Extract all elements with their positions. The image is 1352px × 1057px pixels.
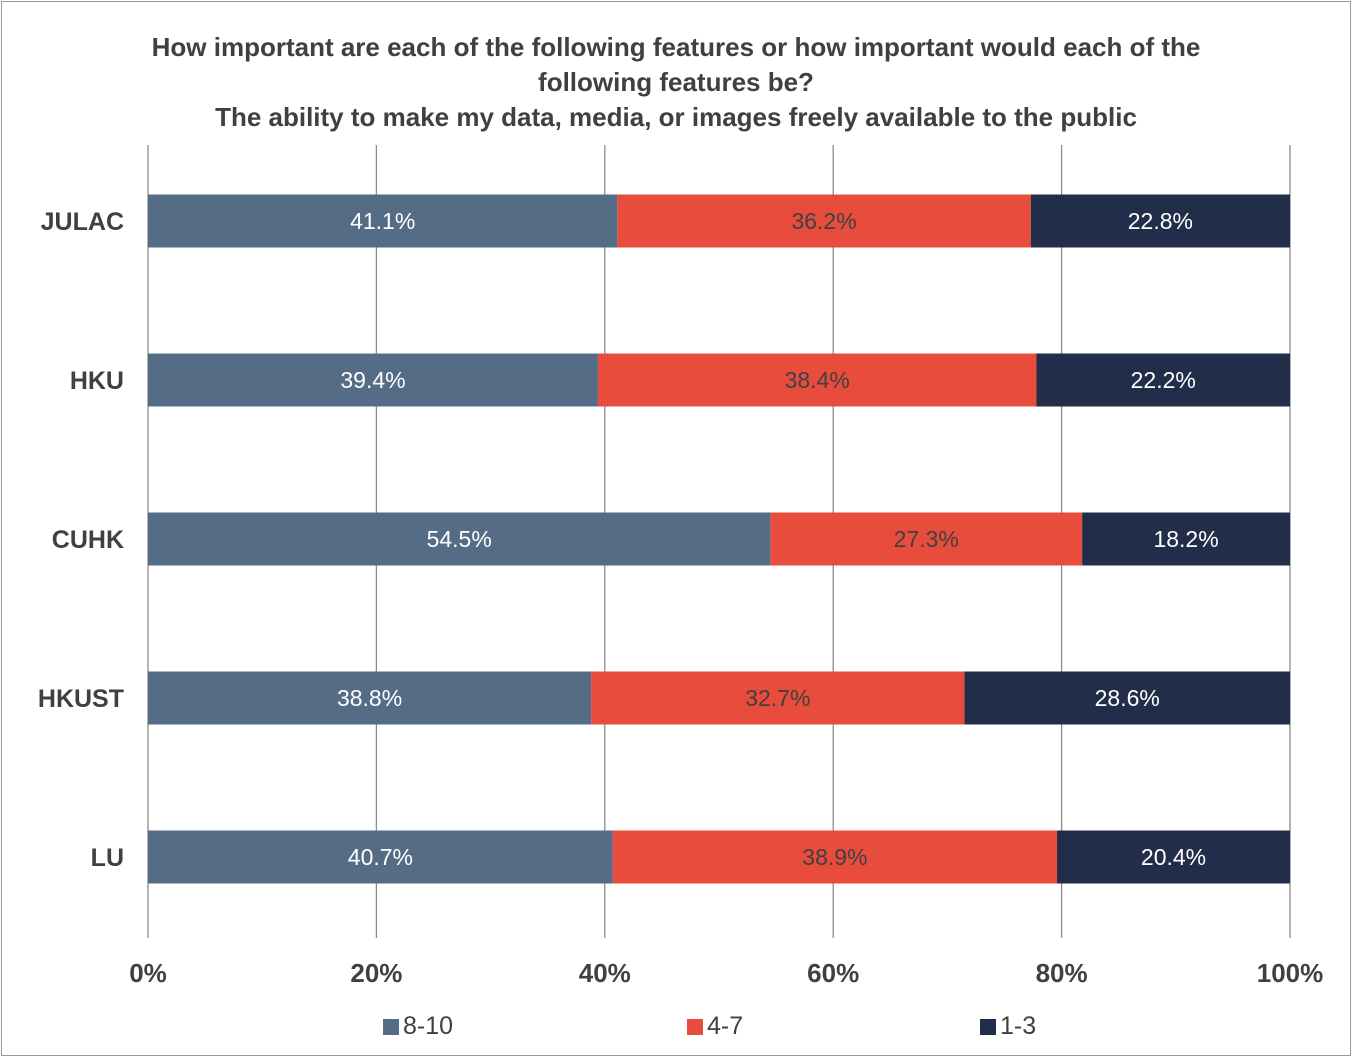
x-tick-label: 20% <box>350 958 402 988</box>
x-tick-label: 100% <box>1257 958 1324 988</box>
bar-segment <box>597 353 1037 407</box>
category-label: HKUST <box>38 685 124 713</box>
category-label: CUHK <box>52 526 124 554</box>
legend-item-1-3: 1-3 <box>980 1012 1036 1041</box>
bar-segment <box>964 671 1290 725</box>
bar-segment <box>1030 194 1290 248</box>
bar-segment <box>617 194 1031 248</box>
data-label: 38.8% <box>337 685 402 711</box>
x-tick-label: 60% <box>807 958 859 988</box>
legend-swatch-4-7 <box>687 1018 703 1035</box>
data-label: 54.5% <box>427 526 492 552</box>
x-tick-label: 80% <box>1036 958 1088 988</box>
bar-segment <box>148 353 598 407</box>
bar-segment <box>1057 830 1290 884</box>
bar-segment <box>148 830 613 884</box>
data-label: 40.7% <box>348 844 413 870</box>
chart-title-line-1: How important are each of the following … <box>151 32 1201 62</box>
data-label: 32.7% <box>745 685 810 711</box>
bar-segment <box>770 512 1083 566</box>
x-tick-label: 40% <box>579 958 631 988</box>
data-label: 22.8% <box>1128 208 1193 234</box>
category-label: HKU <box>70 367 124 395</box>
legend-label-8-10: 8-10 <box>403 1012 454 1040</box>
legend-item-4-7: 4-7 <box>687 1012 743 1041</box>
legend-item-8-10: 8-10 <box>383 1012 453 1041</box>
legend-swatch-8-10 <box>383 1018 399 1035</box>
category-labels: JULAC HKU CUHK HKUST LU <box>38 208 124 872</box>
chart-title: How important are each of the following … <box>0 30 1352 135</box>
legend-label-1-3: 1-3 <box>1000 1012 1037 1040</box>
category-label: LU <box>91 844 124 872</box>
bar-segment <box>1082 512 1290 566</box>
chart-title-line-3: The ability to make my data, media, or i… <box>215 102 1137 132</box>
data-label: 36.2% <box>791 208 856 234</box>
x-axis-ticks: 0% 20% 40% 60% 80% 100% <box>129 958 1323 988</box>
data-label: 39.4% <box>340 367 405 393</box>
x-tick-label: 0% <box>129 958 167 988</box>
data-label: 28.6% <box>1095 685 1160 711</box>
bar-segment <box>1036 353 1290 407</box>
data-label: 18.2% <box>1153 526 1218 552</box>
data-label: 20.4% <box>1141 844 1206 870</box>
bar-segment <box>612 830 1058 884</box>
data-label: 38.4% <box>785 367 850 393</box>
data-label: 27.3% <box>894 526 959 552</box>
bar-segment <box>148 671 592 725</box>
chart-title-line-2: following features be? <box>538 67 814 97</box>
data-label: 38.9% <box>802 844 867 870</box>
bar-segment <box>148 512 771 566</box>
data-label: 41.1% <box>350 208 415 234</box>
data-label: 22.2% <box>1131 367 1196 393</box>
legend-swatch-1-3 <box>980 1018 996 1035</box>
bar-segment <box>591 671 965 725</box>
legend-label-4-7: 4-7 <box>707 1012 744 1040</box>
bars: 41.1% 36.2% 22.8% 39.4% 38.4% 22.2% 54.5% 27.3%… <box>148 194 1290 884</box>
bar-segment <box>148 194 618 248</box>
category-label: JULAC <box>41 208 124 236</box>
